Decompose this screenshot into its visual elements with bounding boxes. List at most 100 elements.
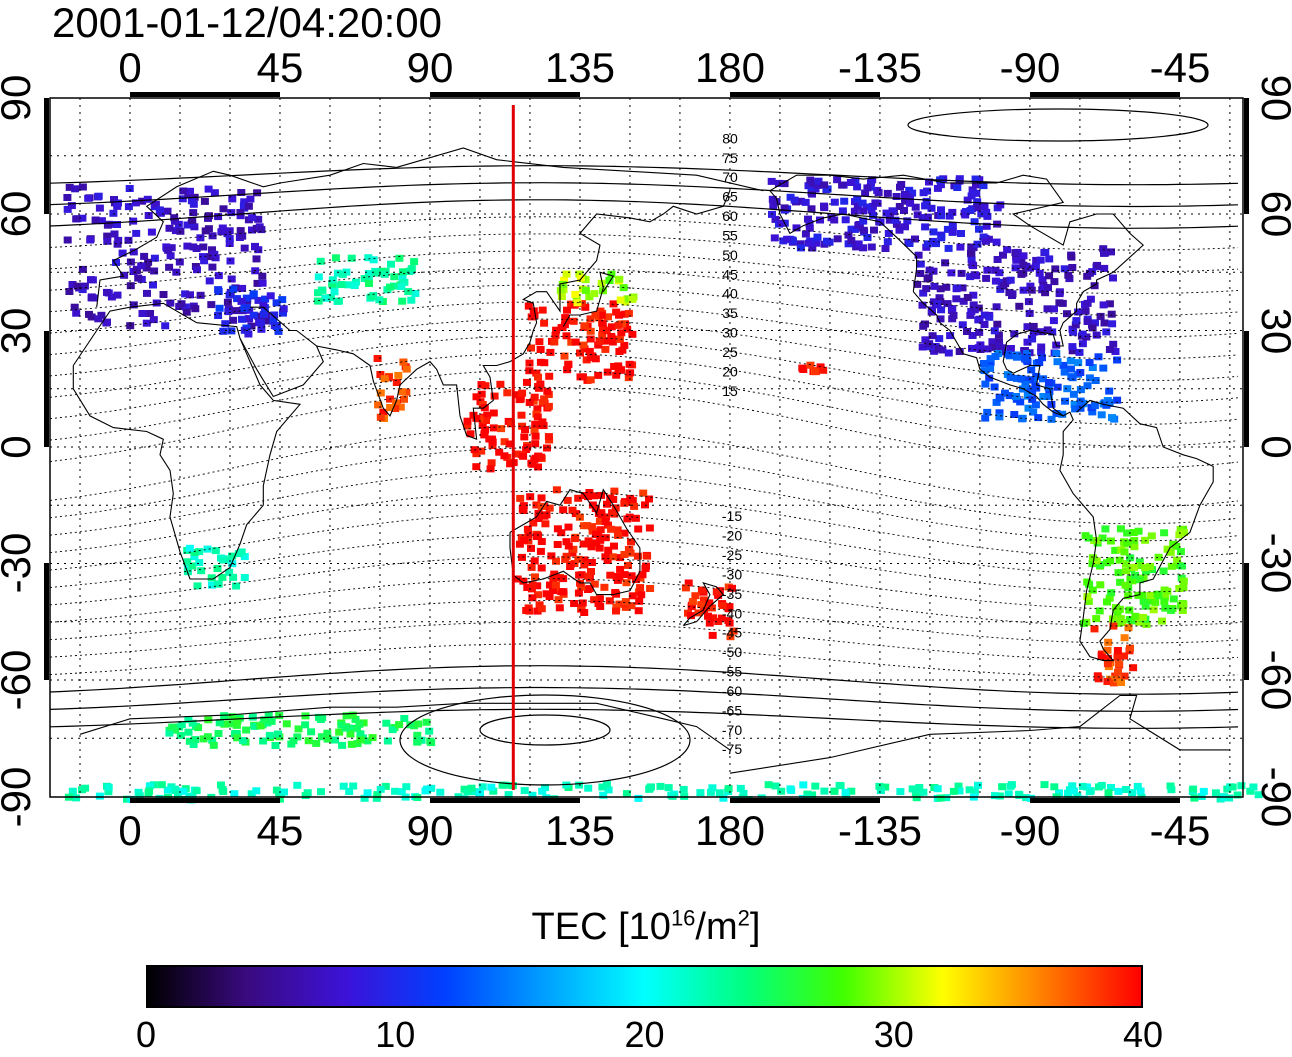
tec-cell-central-asia [398,297,407,305]
geomag-contour [49,352,1239,425]
tec-cell-antarctic-coast [323,735,332,743]
tec-cell-europe [94,315,103,323]
tec-cell-central-asia [390,273,399,281]
tec-cell-alaska-canada [908,189,917,197]
tec-cell-japan-north [571,290,580,298]
tec-cell-australia [624,546,633,553]
tec-cell-australia [559,588,568,596]
geomag-contour-south-pole [479,714,611,746]
tec-cell-south-america-south [1169,595,1178,603]
tec-cell-europe [175,258,184,266]
tec-cell-south-africa [183,564,192,572]
tec-cell-patagonia [1103,660,1112,668]
tec-cell-south-america-south [1161,593,1170,601]
tec-cell-alaska-canada [780,180,789,188]
contour-label: -70 [722,722,742,738]
tec-cell-central-asia [372,269,381,277]
tec-cell-east-asia [529,307,538,315]
contour-label: 20 [722,363,738,379]
tec-cell-australia [541,520,550,528]
tec-cell-north-america [942,283,951,291]
tec-cell-europe [109,209,118,217]
tec-cell-antarctic-ring [1007,781,1016,789]
tec-cell-alaska-canada [966,207,975,214]
tec-cell-antarctic-ring [192,787,201,795]
tec-cell-antarctic-ring [584,784,593,792]
tec-cell-north-america [995,341,1004,349]
tec-cell-mediterranean [237,297,246,305]
tec-cell-east-asia [532,369,541,377]
tec-cell-australia [580,609,589,616]
tec-cell-southeast-asia [523,378,531,386]
tec-cell-south-africa [218,556,227,564]
tec-cell-europe [80,282,89,290]
tec-cell-antarctic-coast [228,713,237,721]
tec-cell-central-america [1071,405,1080,413]
tec-cell-south-america-south [1083,578,1092,586]
plot-title: 2001-01-12/04:20:00 [52,0,442,46]
tec-cell-central-america [1039,375,1047,383]
tec-cell-antarctic-ring [919,788,928,796]
tec-cell-antarctic-coast [233,734,242,742]
tec-cell-central-america [1017,375,1026,383]
contour-label: 60 [722,208,738,224]
tec-cell-central-america [1031,401,1040,409]
tec-cell-australia [590,580,599,588]
tec-cell-antarctic-ring [427,784,436,792]
tec-cell-antarctic-ring [876,787,885,795]
tec-cell-australia [604,546,613,554]
tec-cell-mediterranean [219,327,228,335]
tec-cell-antarctic-ring [955,787,964,795]
lat-label-left: 0 [0,435,39,458]
tec-cell-antarctic-coast [417,736,426,744]
tec-cell-europe [200,197,209,205]
tec-cell-southeast-asia [521,426,529,433]
tec-cell-alaska-canada [804,215,812,223]
tec-cell-south-america-south [1142,567,1150,575]
tec-cell-australia [531,573,539,581]
tec-cell-europe [126,282,135,290]
tec-cell-antarctic-ring [272,786,281,794]
tec-cell-antarctic-ring [915,784,924,791]
tec-cell-australia [568,506,577,514]
tec-cell-alaska-canada [847,236,856,244]
tec-cell-antarctic-ring [634,794,643,802]
tec-cell-southeast-asia [482,417,490,424]
tec-cell-australia [534,591,542,599]
tec-cell-alaska-canada [983,212,992,220]
tec-cell-antarctic-ring [667,791,676,799]
tec-cell-north-america [943,300,952,308]
tec-cell-antarctic-ring [1083,783,1091,791]
tec-cell-antarctic-ring [360,794,369,802]
tec-cell-alaska-canada [883,189,892,197]
tec-cell-east-asia [623,325,632,333]
tec-cell-europe [146,310,154,317]
tec-cell-east-asia [618,346,627,354]
tec-cell-south-america-south [1151,598,1160,606]
tec-cell-alaska-canada [982,222,991,230]
tec-cell-antarctic-ring [881,783,890,791]
tec-cell-central-asia [338,270,347,278]
tec-cell-alaska-canada [948,208,957,216]
lat-label-right: 30 [1253,308,1292,355]
tec-cell-north-america [997,278,1006,286]
tec-cell-europe [166,252,175,260]
tec-cell-south-america-south [1108,615,1117,623]
tec-cell-east-asia [545,372,554,380]
tec-cell-southeast-asia [472,393,481,401]
tec-cell-antarctic-ring [104,788,113,796]
tec-cell-antarctic-coast [413,731,422,739]
tec-cell-central-america [1113,356,1122,364]
tec-cell-antarctic-ring [736,784,745,792]
tec-cell-antarctic-coast [355,720,364,728]
tec-cell-north-america [936,285,945,293]
tec-cell-south-america-south [1106,557,1115,565]
tec-cell-antarctic-coast [312,739,321,747]
tec-cell-australia [519,507,528,514]
tec-cell-australia [580,561,589,569]
tec-cell-india [392,379,401,386]
tec-cell-europe [183,242,192,250]
geomag-contour-south-ring [399,694,691,786]
tec-cell-japan-north [607,270,616,278]
tec-cell-antarctic-ring [1085,788,1094,796]
